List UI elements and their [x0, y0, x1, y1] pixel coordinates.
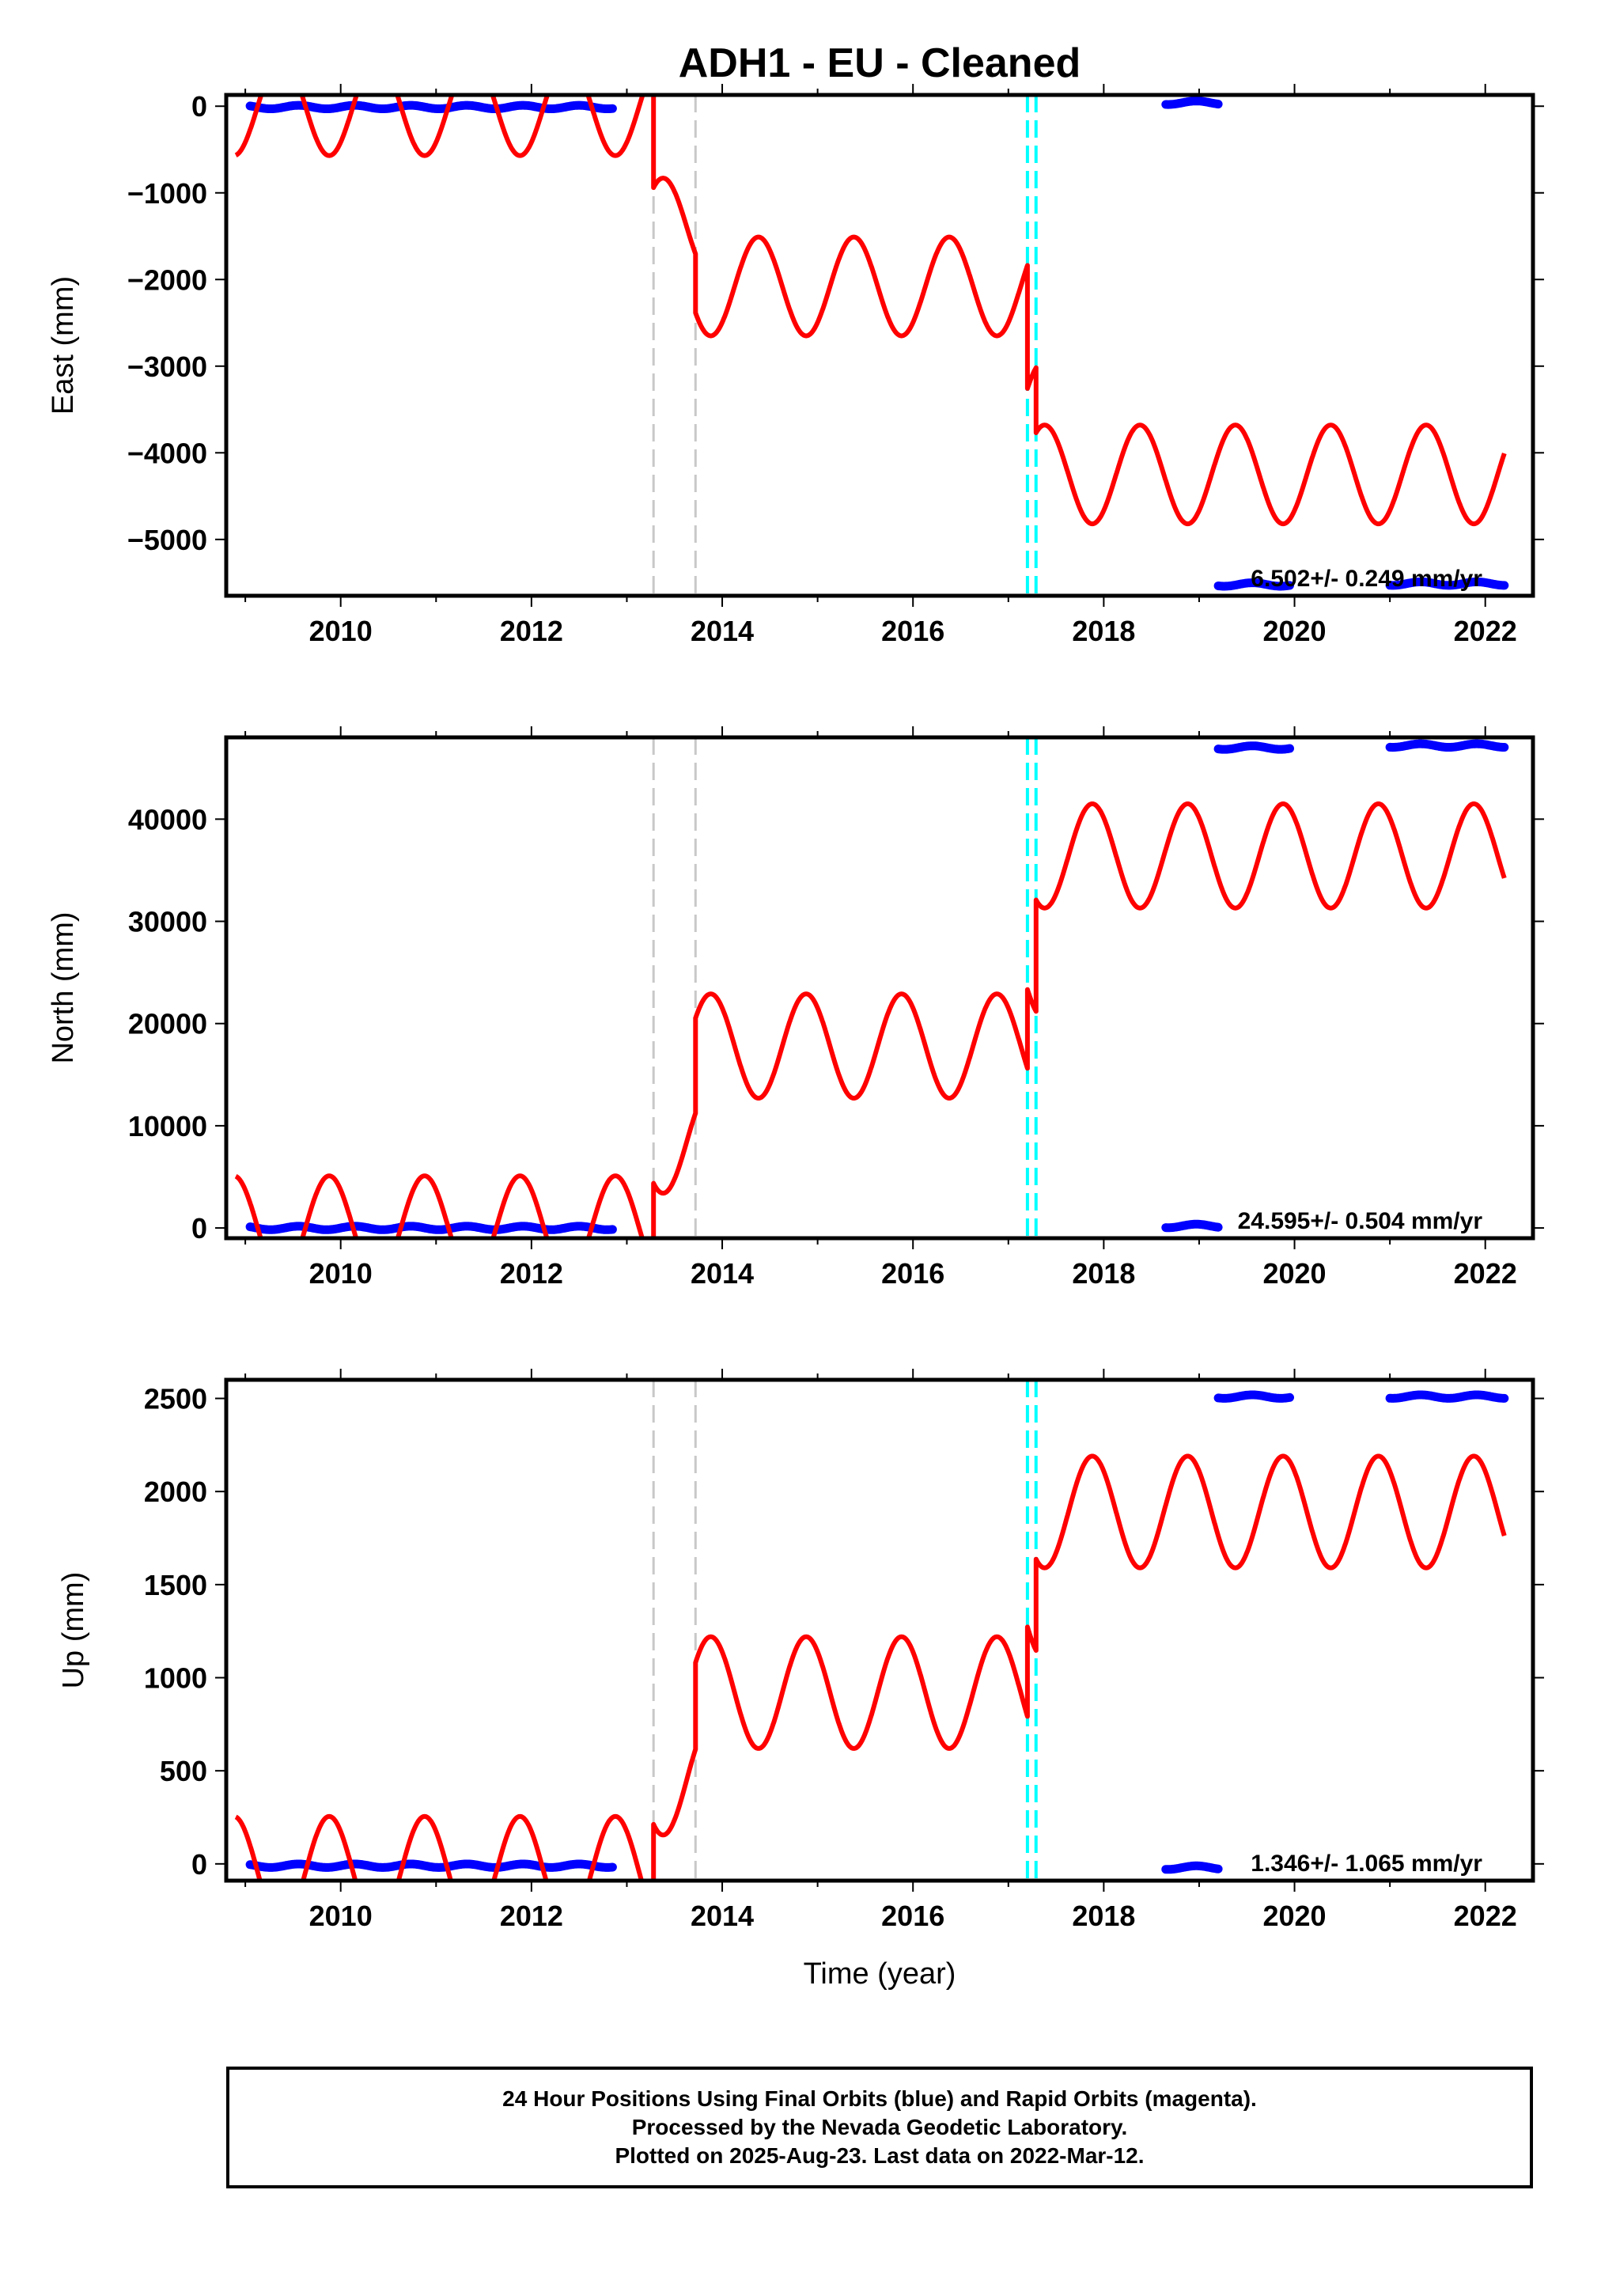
- chart-title: ADH1 - EU - Cleaned: [679, 40, 1081, 86]
- x-tick-label: 2018: [1072, 615, 1135, 647]
- data-series-2: [1213, 1390, 1294, 1403]
- x-tick-label: 2020: [1262, 1257, 1326, 1290]
- plot-area-east: [233, 95, 1509, 596]
- data-series-1: [1161, 1219, 1223, 1233]
- data-series-3: [1385, 739, 1509, 752]
- x-tick-label: 2022: [1454, 1900, 1517, 1932]
- y-tick-label: −2000: [127, 263, 207, 296]
- y-tick-label: 2500: [144, 1383, 207, 1415]
- data-series-0: [245, 1222, 617, 1234]
- plot-area-north: [233, 737, 1509, 1238]
- y-axis-label: East (mm): [47, 276, 80, 415]
- x-tick-label: 2020: [1262, 1900, 1326, 1932]
- y-tick-label: −5000: [127, 524, 207, 556]
- footer-box: 24 Hour Positions Using Final Orbits (bl…: [226, 2067, 1533, 2188]
- plot-area-up: [233, 1380, 1509, 1881]
- x-tick-label: 2022: [1454, 615, 1517, 647]
- x-axis-label: Time (year): [804, 1957, 956, 1991]
- y-tick-label: 40000: [128, 803, 207, 835]
- footer-line-1: 24 Hour Positions Using Final Orbits (bl…: [502, 2086, 1257, 2111]
- model-line: [233, 1453, 1507, 1881]
- y-tick-label: 1000: [144, 1662, 207, 1695]
- plot-frame: [224, 93, 1535, 598]
- x-tick-label: 2014: [691, 615, 754, 647]
- x-tick-label: 2010: [309, 615, 373, 647]
- y-tick-label: 0: [191, 90, 207, 123]
- panel-north: 2010 2012 2014 2016 2018 2020 2022 0 10000 20000 3…: [47, 726, 1544, 1290]
- model-line: [233, 801, 1507, 1238]
- x-tick-label: 2010: [309, 1900, 373, 1932]
- y-tick-label: −3000: [127, 350, 207, 383]
- x-tick-label: 2012: [500, 1257, 563, 1290]
- y-axis-label: North (mm): [47, 911, 80, 1063]
- data-series-1: [1161, 97, 1223, 109]
- y-tick-label: 20000: [128, 1008, 207, 1040]
- y-axis-label: Up (mm): [57, 1572, 90, 1689]
- data-series-1: [1161, 1861, 1223, 1874]
- data-series-3: [1385, 578, 1509, 590]
- plot-frame: [224, 1377, 1535, 1883]
- y-tick-label: −1000: [127, 177, 207, 210]
- y-tick-label: 1500: [144, 1569, 207, 1601]
- footer-line-2: Processed by the Nevada Geodetic Laborat…: [631, 2115, 1128, 2139]
- x-tick-label: 2012: [500, 1900, 563, 1932]
- model-line: [233, 95, 1507, 527]
- x-tick-label: 2012: [500, 615, 563, 647]
- x-tick-label: 2020: [1262, 615, 1326, 647]
- x-tick-label: 2016: [881, 1257, 944, 1290]
- velocity-label: 24.595+/- 0.504 mm/yr: [1238, 1208, 1483, 1234]
- panel-up: 2010 2012 2014 2016 2018 2020 2022 0 500 1000 1500…: [57, 1369, 1544, 1991]
- data-series-3: [1385, 1390, 1509, 1403]
- data-series-2: [1213, 578, 1294, 591]
- data-series-0: [245, 100, 617, 113]
- x-tick-label: 2014: [691, 1257, 754, 1290]
- x-tick-label: 2016: [881, 1900, 944, 1932]
- y-tick-label: 0: [191, 1212, 207, 1245]
- y-tick-label: 500: [160, 1755, 207, 1787]
- y-tick-label: 0: [191, 1848, 207, 1881]
- x-tick-label: 2016: [881, 615, 944, 647]
- x-tick-label: 2018: [1072, 1900, 1135, 1932]
- velocity-label: 6.502+/- 0.249 mm/yr: [1251, 566, 1482, 592]
- y-tick-label: 2000: [144, 1476, 207, 1508]
- y-tick-label: −4000: [127, 437, 207, 469]
- footer-line-3: Plotted on 2025-Aug-23. Last data on 202…: [615, 2143, 1145, 2168]
- x-tick-label: 2018: [1072, 1257, 1135, 1290]
- y-tick-label: 10000: [128, 1110, 207, 1142]
- plot-frame: [224, 735, 1535, 1241]
- y-tick-label: 30000: [128, 906, 207, 938]
- x-tick-label: 2010: [309, 1257, 373, 1290]
- panel-east: 2010 2012 2014 2016 2018 2020 2022 0 −1000 −2000 −…: [47, 84, 1544, 647]
- x-tick-label: 2014: [691, 1900, 754, 1932]
- data-series-0: [245, 1859, 617, 1872]
- data-series-2: [1213, 741, 1294, 754]
- velocity-label: 1.346+/- 1.065 mm/yr: [1251, 1851, 1482, 1877]
- x-tick-label: 2022: [1454, 1257, 1517, 1290]
